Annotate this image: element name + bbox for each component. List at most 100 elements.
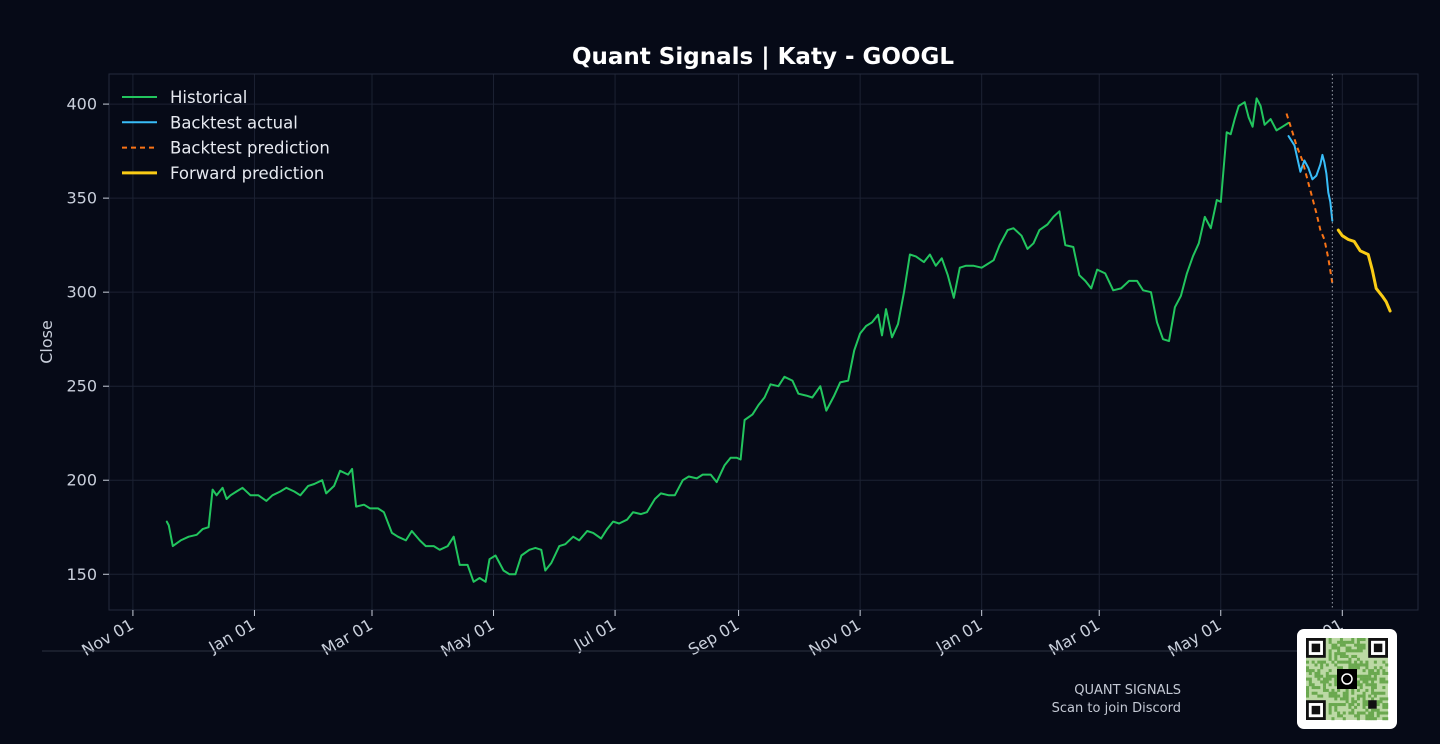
qr-module bbox=[1317, 660, 1321, 664]
qr-module bbox=[1328, 711, 1332, 715]
qr-module bbox=[1376, 671, 1380, 675]
qr-code[interactable] bbox=[1297, 629, 1397, 729]
qr-module bbox=[1334, 708, 1338, 712]
qr-module bbox=[1371, 671, 1375, 675]
qr-module bbox=[1373, 686, 1377, 690]
qr-module bbox=[1348, 666, 1352, 670]
qr-module bbox=[1345, 691, 1349, 695]
qr-module bbox=[1348, 703, 1352, 707]
qr-module bbox=[1365, 663, 1369, 667]
qr-module bbox=[1317, 669, 1321, 673]
qr-module bbox=[1320, 680, 1324, 684]
qr-module bbox=[1337, 703, 1341, 707]
qr-module bbox=[1385, 717, 1389, 721]
qr-module bbox=[1359, 677, 1363, 681]
qr-module bbox=[1345, 700, 1349, 704]
y-axis-label: Close bbox=[37, 320, 56, 364]
discord-logo-icon bbox=[1337, 669, 1357, 689]
qr-module bbox=[1359, 674, 1363, 678]
qr-module bbox=[1328, 638, 1332, 642]
qr-module bbox=[1359, 649, 1363, 653]
qr-module bbox=[1342, 711, 1346, 715]
qr-module bbox=[1362, 680, 1366, 684]
qr-module bbox=[1368, 714, 1372, 718]
qr-module bbox=[1362, 646, 1366, 650]
legend-label: Backtest actual bbox=[170, 113, 298, 132]
qr-module bbox=[1365, 680, 1369, 684]
qr-module bbox=[1351, 711, 1355, 715]
qr-module bbox=[1368, 717, 1372, 721]
qr-module bbox=[1328, 683, 1332, 687]
qr-module bbox=[1362, 677, 1366, 681]
legend: Historical Backtest actual Backtest predic… bbox=[122, 88, 330, 183]
qr-module bbox=[1359, 660, 1363, 664]
qr-module bbox=[1371, 708, 1375, 712]
qr-module bbox=[1356, 688, 1360, 692]
y-tick-label: 150 bbox=[66, 565, 97, 584]
qr-module bbox=[1362, 663, 1366, 667]
qr-module bbox=[1328, 654, 1332, 658]
qr-module bbox=[1373, 677, 1377, 681]
qr-module bbox=[1306, 677, 1310, 681]
qr-module bbox=[1365, 674, 1369, 678]
qr-module bbox=[1376, 700, 1380, 704]
qr-module bbox=[1385, 711, 1389, 715]
qr-module bbox=[1339, 703, 1343, 707]
qr-module bbox=[1382, 669, 1386, 673]
qr-module bbox=[1368, 671, 1372, 675]
qr-module bbox=[1362, 705, 1366, 709]
qr-module bbox=[1351, 663, 1355, 667]
qr-module bbox=[1320, 663, 1324, 667]
x-tick-label: Mar 01 bbox=[1046, 615, 1104, 659]
qr-module bbox=[1342, 640, 1346, 644]
qr-module bbox=[1331, 674, 1335, 678]
qr-module bbox=[1348, 705, 1352, 709]
qr-module bbox=[1342, 703, 1346, 707]
qr-module bbox=[1311, 660, 1315, 664]
qr-module bbox=[1354, 654, 1358, 658]
qr-module bbox=[1356, 717, 1360, 721]
qr-module bbox=[1325, 680, 1329, 684]
x-tick-label: May 01 bbox=[437, 615, 497, 661]
qr-module bbox=[1348, 640, 1352, 644]
qr-module bbox=[1356, 643, 1360, 647]
qr-module bbox=[1314, 663, 1318, 667]
qr-module bbox=[1311, 683, 1315, 687]
qr-module bbox=[1368, 677, 1372, 681]
qr-module bbox=[1371, 691, 1375, 695]
qr-module bbox=[1356, 663, 1360, 667]
qr-module bbox=[1339, 666, 1343, 670]
qr-module bbox=[1314, 671, 1318, 675]
qr-module bbox=[1337, 666, 1341, 670]
qr-module bbox=[1339, 638, 1343, 642]
qr-finder-inner bbox=[1311, 705, 1321, 715]
qr-module bbox=[1328, 703, 1332, 707]
qr-module bbox=[1331, 691, 1335, 695]
qr-module bbox=[1325, 688, 1329, 692]
qr-module bbox=[1348, 663, 1352, 667]
qr-module bbox=[1356, 680, 1360, 684]
qr-module bbox=[1365, 677, 1369, 681]
qr-module bbox=[1373, 666, 1377, 670]
series-line-backtest-actual bbox=[1287, 135, 1334, 222]
y-tick-label: 200 bbox=[66, 471, 97, 490]
qr-module bbox=[1345, 660, 1349, 664]
qr-finder-inner bbox=[1311, 643, 1321, 653]
legend-label: Historical bbox=[170, 88, 247, 107]
qr-module bbox=[1322, 683, 1326, 687]
qr-module bbox=[1362, 691, 1366, 695]
qr-module bbox=[1356, 646, 1360, 650]
qr-module bbox=[1334, 705, 1338, 709]
qr-module bbox=[1371, 697, 1375, 701]
qr-module bbox=[1356, 674, 1360, 678]
qr-module bbox=[1376, 708, 1380, 712]
qr-module bbox=[1345, 640, 1349, 644]
qr-module bbox=[1331, 688, 1335, 692]
qr-module bbox=[1373, 671, 1377, 675]
qr-module bbox=[1322, 686, 1326, 690]
qr-module bbox=[1328, 649, 1332, 653]
qr-module bbox=[1325, 671, 1329, 675]
qr-module bbox=[1334, 697, 1338, 701]
qr-module bbox=[1373, 708, 1377, 712]
qr-module bbox=[1362, 694, 1366, 698]
